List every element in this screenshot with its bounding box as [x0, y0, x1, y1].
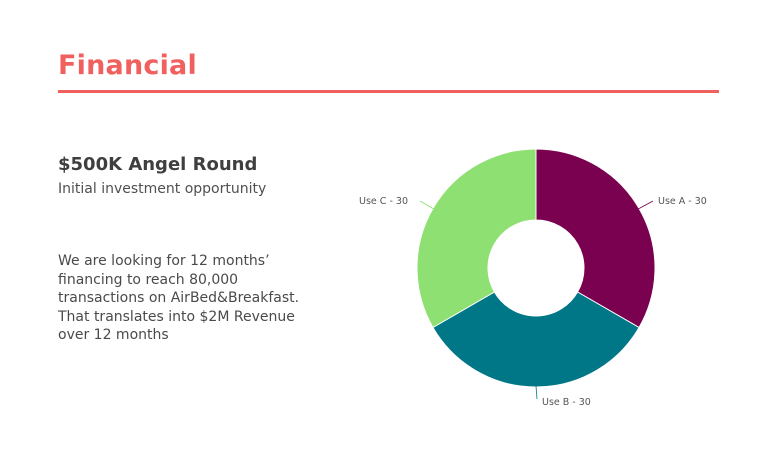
funding-heading: $500K Angel Round — [58, 154, 258, 175]
slice-data-label: Use B - 30 — [542, 397, 591, 408]
description-line: transactions on AirBed&Breakfast. — [58, 290, 300, 306]
description-line: financing to reach 80,000 — [58, 271, 239, 288]
description-line: We are looking for 12 months’ — [58, 253, 270, 269]
label-leader-line — [535, 385, 538, 400]
description-paragraph: We are looking for 12 months’ financing … — [58, 252, 318, 345]
donut-slice-use-c — [416, 148, 537, 329]
page-title: Financial — [58, 50, 197, 81]
description-line: over 12 months — [58, 327, 169, 343]
description-line: That translates into $2M Revenue — [58, 308, 295, 325]
donut-slice-use-a — [535, 148, 656, 329]
label-leader-line — [419, 200, 435, 210]
funding-subheading: Initial investment opportunity — [58, 181, 267, 197]
slice-data-label: Use C - 30 — [359, 196, 408, 207]
title-divider — [58, 90, 719, 93]
donut-slice-use-b — [432, 291, 640, 388]
label-leader-line — [638, 200, 654, 210]
slice-data-label: Use A - 30 — [658, 196, 707, 207]
